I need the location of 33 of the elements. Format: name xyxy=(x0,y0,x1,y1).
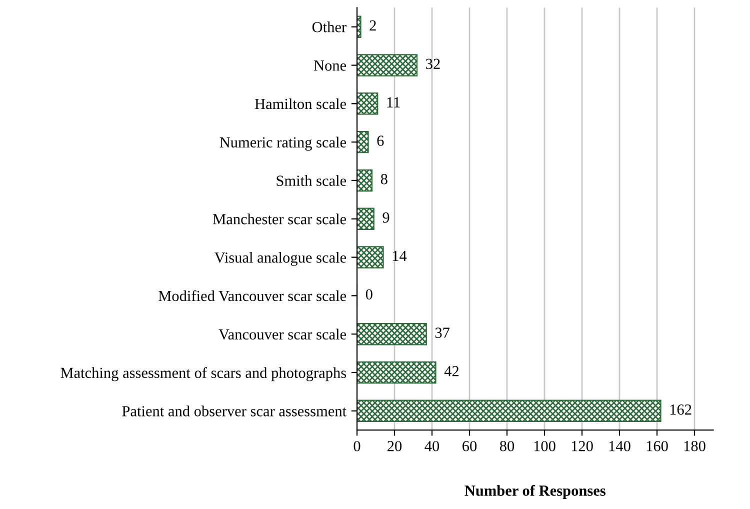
data-label: 8 xyxy=(380,174,388,184)
data-label: 11 xyxy=(387,97,400,108)
y-tick-label: Manchester scar scale xyxy=(212,214,346,224)
data-label: 42 xyxy=(444,366,459,376)
y-tick-label: Visual analogue scale xyxy=(214,252,346,266)
y-tick-label: Matching assessment of scars and photographs xyxy=(60,367,346,382)
x-tick-label: 160 xyxy=(646,440,668,452)
data-label: 162 xyxy=(670,404,692,415)
y-tick-label: Numeric rating scale xyxy=(220,136,346,151)
x-tick-label: 0 xyxy=(354,440,360,452)
data-label: 37 xyxy=(435,328,450,338)
x-tick-label: 100 xyxy=(534,440,556,452)
x-tick-label: 20 xyxy=(388,440,402,452)
y-tick-label: None xyxy=(314,60,346,71)
data-label: 14 xyxy=(392,250,407,261)
x-tick-label: 140 xyxy=(609,440,630,452)
y-tick-label: Smith scale xyxy=(276,175,346,186)
y-tick-label: Patient and observer scar assessment xyxy=(122,406,346,416)
x-tick-label: 180 xyxy=(684,440,706,452)
y-tick-label: Modified Vancouver scar scale xyxy=(158,290,346,302)
x-axis-title: Number of Responses xyxy=(464,484,606,499)
data-label: 0 xyxy=(366,289,372,300)
x-tick-label: 80 xyxy=(500,440,514,452)
data-label: 6 xyxy=(377,136,384,146)
x-tick-label: 40 xyxy=(424,440,440,452)
data-label: 9 xyxy=(382,212,390,223)
y-tick-label: Other xyxy=(312,22,346,32)
data-label: 32 xyxy=(426,58,440,70)
y-tick-label: Hamilton scale xyxy=(254,98,346,110)
y-tick-label: Vancouver scar scale xyxy=(218,328,346,340)
x-tick-label: 120 xyxy=(572,440,593,452)
x-tick-label: 60 xyxy=(462,440,477,452)
data-label: 2 xyxy=(370,20,376,31)
